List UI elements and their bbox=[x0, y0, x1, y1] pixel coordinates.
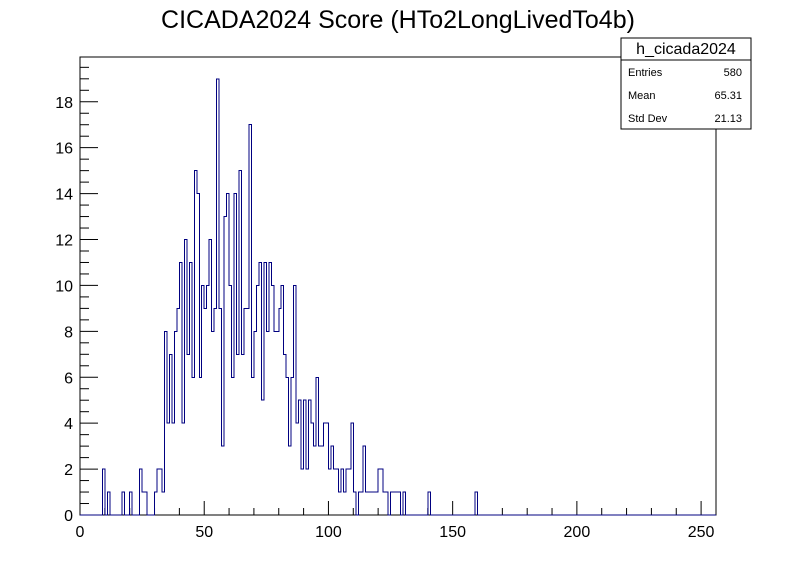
y-axis: 0 2 4 6 8 10 12 14 16 18 bbox=[55, 66, 98, 525]
x-tick-label: 250 bbox=[688, 524, 715, 541]
histogram-bin bbox=[393, 492, 395, 515]
histogram-bin bbox=[192, 377, 194, 515]
histogram-bin bbox=[142, 492, 144, 515]
x-axis: 0 50 100 150 200 250 bbox=[76, 501, 715, 541]
histogram-outline bbox=[80, 78, 716, 516]
histogram-bin bbox=[266, 331, 268, 515]
y-tick-label: 2 bbox=[64, 462, 73, 479]
y-tick-label: 8 bbox=[64, 324, 73, 341]
stats-mean-value: 65.31 bbox=[714, 90, 742, 102]
histogram-bin bbox=[207, 285, 209, 515]
stats-stddev-label: Std Dev bbox=[628, 113, 668, 125]
histogram-bin bbox=[343, 492, 345, 515]
histogram-bin bbox=[237, 354, 239, 515]
plot-frame bbox=[79, 56, 717, 516]
stats-box: h_cicada2024 Entries 580 Mean 65.31 Std … bbox=[620, 37, 752, 130]
histogram-bin bbox=[276, 331, 278, 515]
histogram-bin bbox=[321, 446, 323, 515]
histogram-bin bbox=[172, 423, 174, 515]
histogram-bin bbox=[214, 308, 216, 515]
histogram-bin bbox=[289, 446, 291, 515]
histogram-bin bbox=[167, 423, 169, 515]
stats-box-frame bbox=[620, 37, 752, 130]
histogram-bin bbox=[212, 331, 214, 515]
chart-title: CICADA2024 Score (HTo2LongLivedTo4b) bbox=[161, 6, 635, 34]
histogram-series bbox=[80, 78, 716, 516]
stats-entries-label: Entries bbox=[628, 67, 663, 79]
y-tick-label: 14 bbox=[55, 187, 73, 204]
histogram-bin bbox=[371, 492, 373, 515]
x-tick-label: 150 bbox=[439, 524, 466, 541]
histogram-bin bbox=[396, 492, 398, 515]
x-tick-label: 0 bbox=[76, 524, 85, 541]
histogram-bin bbox=[361, 492, 363, 515]
plot-frame-rect bbox=[79, 56, 717, 516]
x-tick-label: 100 bbox=[315, 524, 342, 541]
y-tick-label: 6 bbox=[64, 370, 73, 387]
stats-stddev-value: 21.13 bbox=[714, 113, 742, 125]
histogram-bin bbox=[373, 492, 375, 515]
stats-box-name: h_cicada2024 bbox=[636, 41, 736, 58]
histogram-bin bbox=[246, 308, 248, 515]
stats-entries-value: 580 bbox=[724, 67, 742, 79]
histogram-bin bbox=[296, 423, 298, 515]
histogram-bin bbox=[319, 446, 321, 515]
histogram-bin bbox=[251, 377, 253, 515]
y-tick-label: 4 bbox=[64, 416, 73, 433]
histogram-bin bbox=[241, 354, 243, 515]
x-tick-label: 200 bbox=[564, 524, 591, 541]
histogram-bin bbox=[199, 377, 201, 515]
histogram-bin bbox=[182, 423, 184, 515]
histogram-bin bbox=[177, 308, 179, 515]
y-tick-label: 18 bbox=[55, 95, 73, 112]
histogram-bin bbox=[333, 469, 335, 515]
histogram-bin bbox=[348, 469, 350, 515]
histogram-bin bbox=[232, 377, 234, 515]
stats-mean-label: Mean bbox=[628, 90, 656, 102]
y-tick-label: 0 bbox=[64, 508, 73, 525]
y-tick-label: 10 bbox=[55, 278, 73, 295]
histogram-bin bbox=[366, 492, 368, 515]
histogram-bin bbox=[261, 400, 263, 515]
histogram-bin bbox=[222, 446, 224, 515]
histogram-bin bbox=[383, 492, 385, 515]
histogram-bin bbox=[204, 308, 206, 515]
histogram-bin bbox=[162, 492, 164, 515]
histogram-bin bbox=[338, 492, 340, 515]
histogram-bin bbox=[306, 469, 308, 515]
y-tick-label: 16 bbox=[55, 141, 73, 158]
x-tick-label: 50 bbox=[195, 524, 213, 541]
histogram-bin bbox=[314, 446, 316, 515]
histogram-bin bbox=[279, 308, 281, 515]
y-tick-label: 12 bbox=[55, 233, 73, 250]
histogram-bin bbox=[368, 492, 370, 515]
histogram-bin bbox=[187, 354, 189, 515]
histogram-bin bbox=[284, 354, 286, 515]
histogram-bin bbox=[274, 331, 276, 515]
